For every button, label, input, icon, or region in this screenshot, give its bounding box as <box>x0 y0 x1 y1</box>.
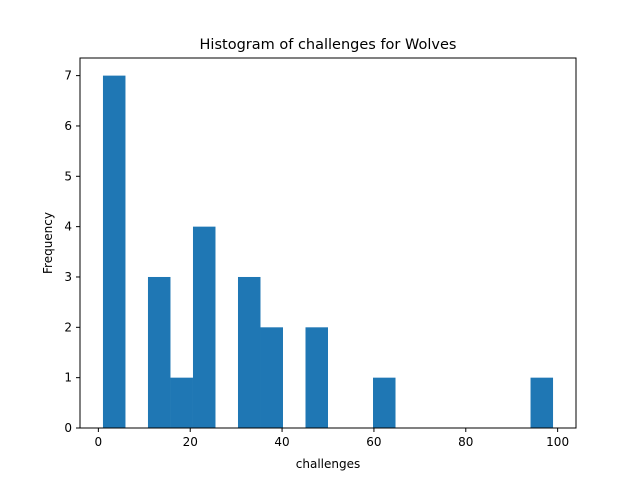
histogram-bar-19 <box>530 377 554 428</box>
chart-title: Histogram of challenges for Wolves <box>200 37 457 53</box>
histogram-bar-6 <box>237 276 261 428</box>
x-tick-label: 80 <box>458 435 473 449</box>
histogram-bar-4 <box>192 226 216 428</box>
bars-group <box>102 75 554 428</box>
y-tick-label: 2 <box>64 320 72 334</box>
x-tick-label: 100 <box>546 435 569 449</box>
x-axis: 0 20 40 60 80 100 <box>95 428 569 449</box>
x-tick-label: 40 <box>274 435 289 449</box>
histogram-bar-7 <box>260 327 283 428</box>
y-axis-label: Frequency <box>41 212 55 274</box>
histogram-bar-0 <box>102 75 126 428</box>
x-tick-label: 0 <box>95 435 103 449</box>
y-tick-label: 0 <box>64 421 72 435</box>
histogram-bar-12 <box>373 377 396 428</box>
plot-frame <box>79 57 577 429</box>
histogram-bar-9 <box>305 327 328 428</box>
y-tick-label: 4 <box>64 220 72 234</box>
y-axis: 0 1 2 3 4 5 6 7 <box>64 69 80 435</box>
x-tick-label: 20 <box>183 435 198 449</box>
y-tick-label: 6 <box>64 119 72 133</box>
y-tick-label: 5 <box>64 169 72 183</box>
x-axis-label: challenges <box>296 457 360 471</box>
x-tick-label: 60 <box>366 435 381 449</box>
y-tick-label: 3 <box>64 270 72 284</box>
histogram-bar-2 <box>147 276 171 428</box>
y-tick-label: 1 <box>64 371 72 385</box>
histogram-bar-3 <box>170 377 193 428</box>
y-tick-label: 7 <box>64 69 72 83</box>
